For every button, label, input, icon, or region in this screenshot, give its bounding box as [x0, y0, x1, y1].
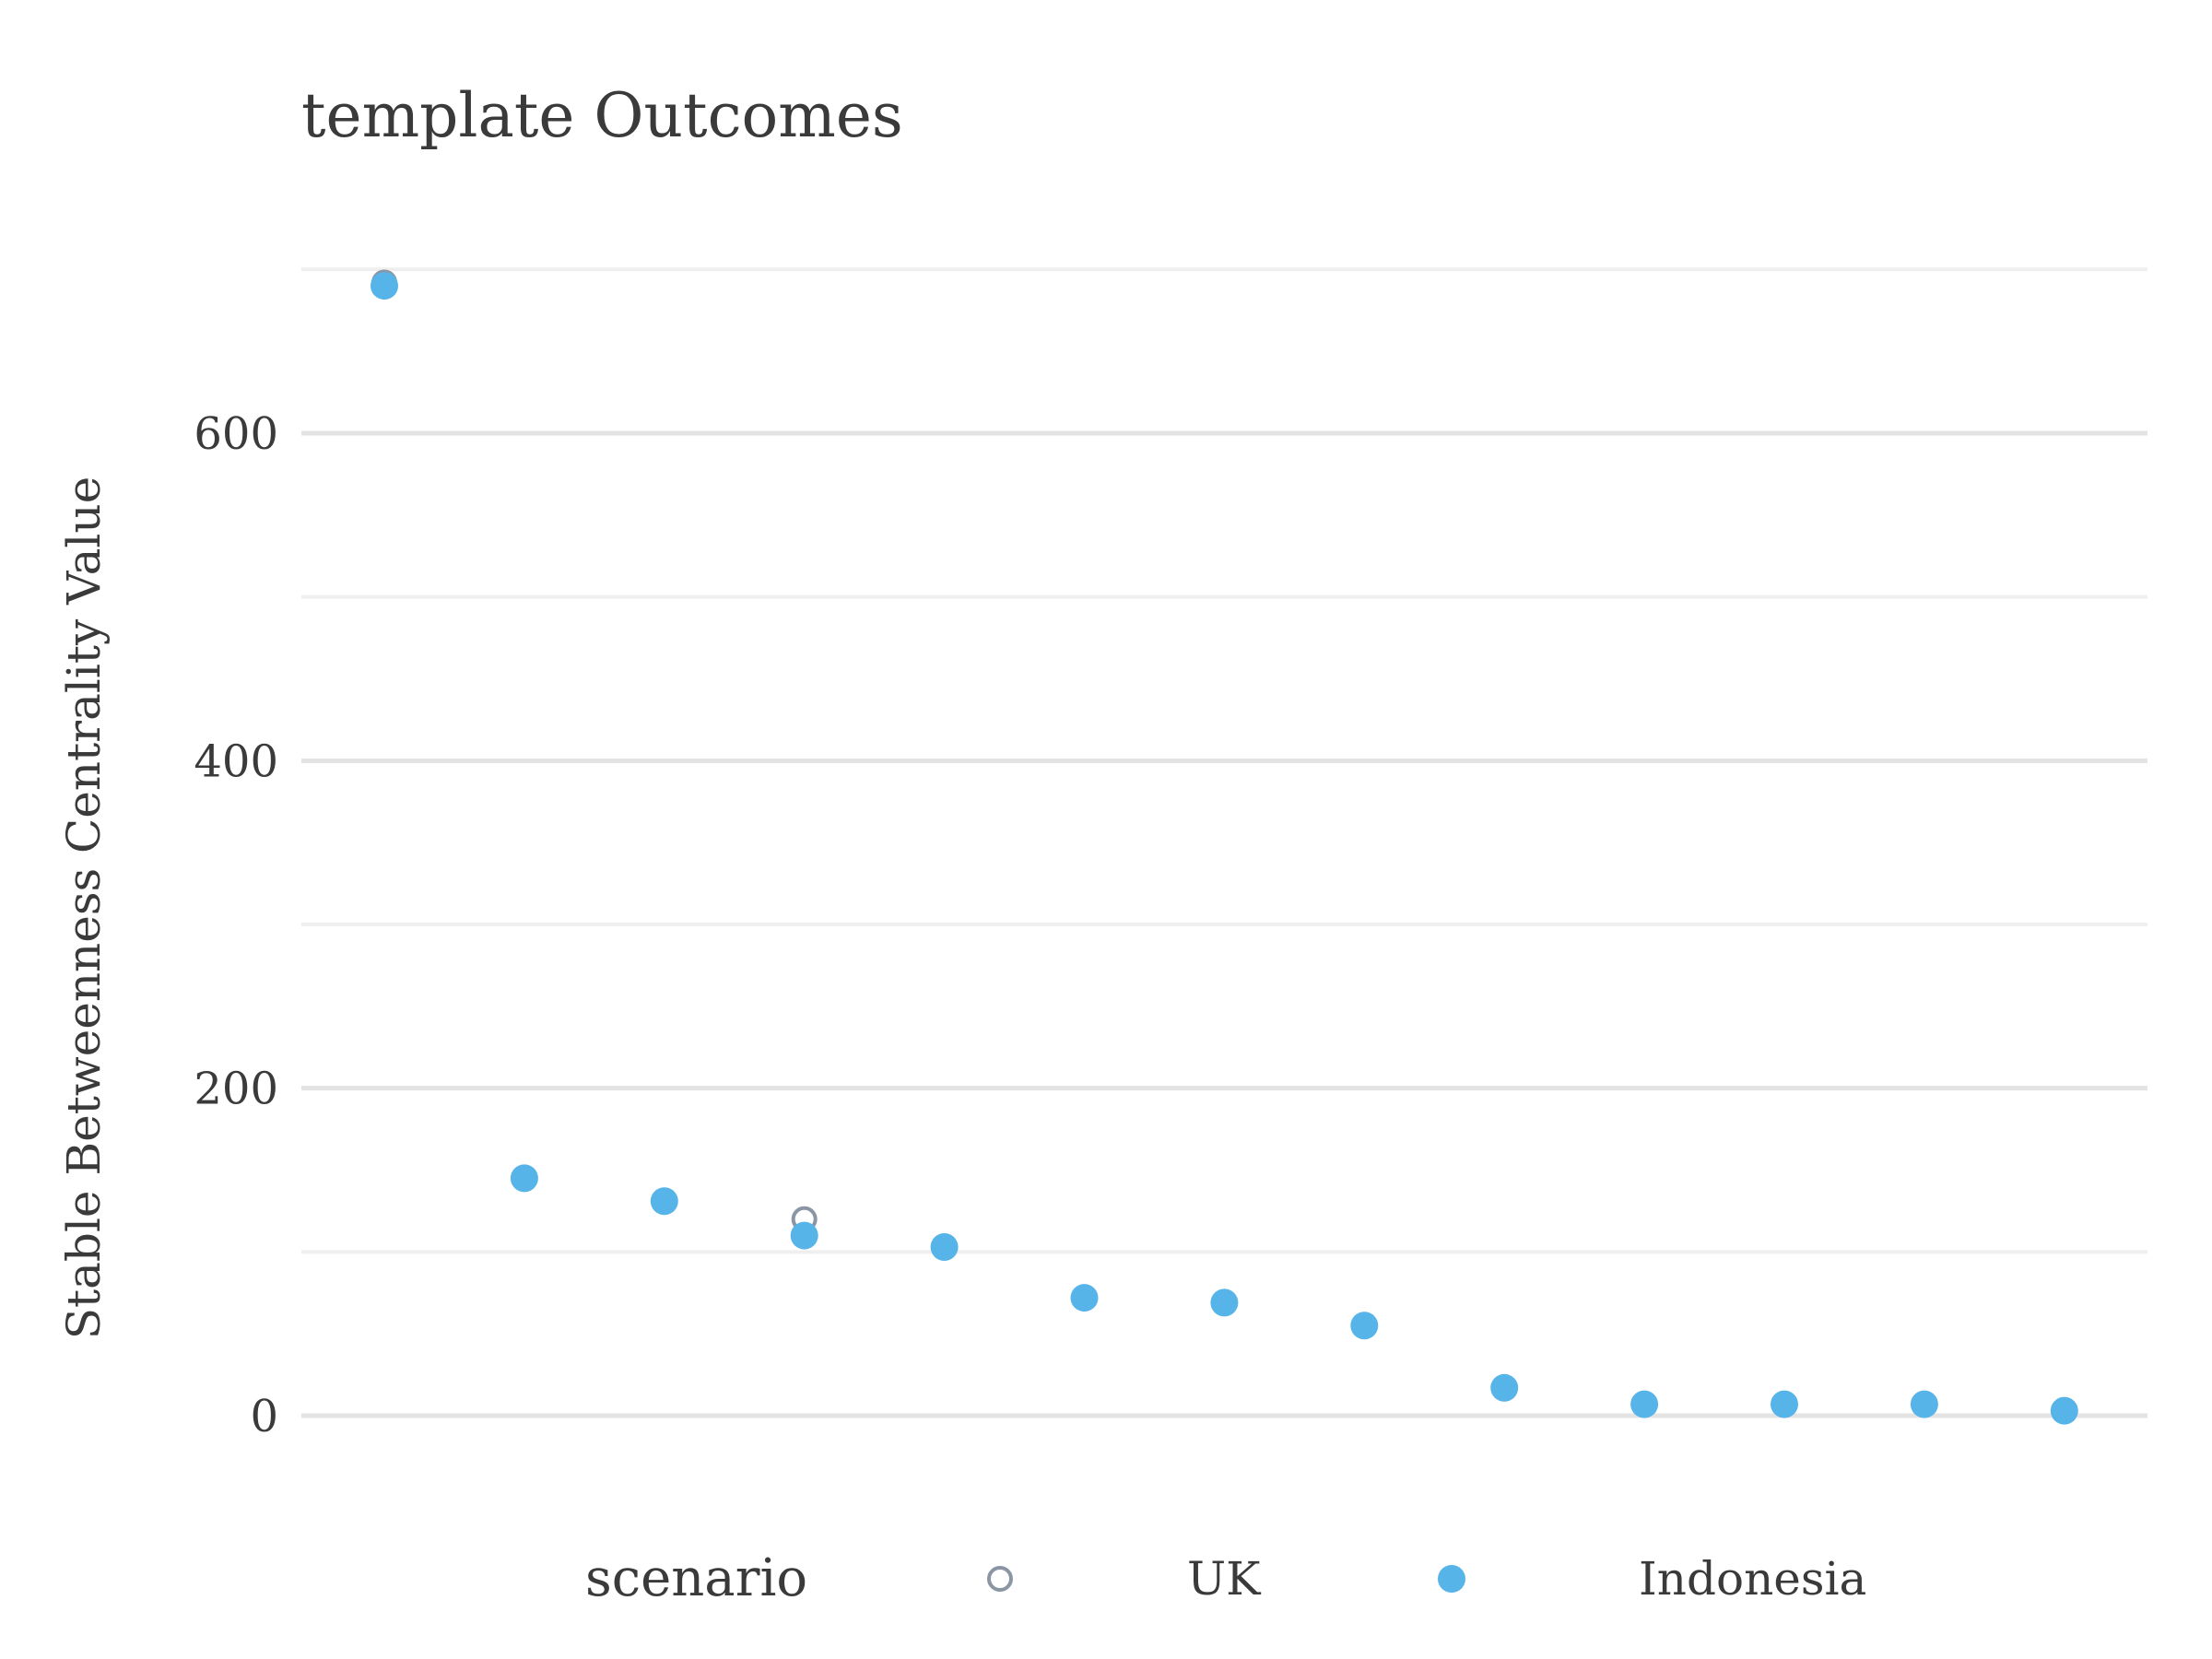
point-indonesia: [1210, 1288, 1239, 1317]
point-indonesia: [790, 1221, 818, 1250]
y-tick-label: 400: [194, 735, 278, 787]
data-points: [371, 269, 2078, 1425]
legend-title: scenario: [585, 1548, 807, 1608]
legend-label-indonesia: Indonesia: [1639, 1552, 1866, 1606]
point-indonesia: [1350, 1312, 1379, 1340]
point-indonesia: [1070, 1284, 1099, 1312]
chart-title: template Outcomes: [301, 80, 903, 151]
y-tick-label: 200: [194, 1064, 278, 1115]
point-indonesia: [510, 1164, 538, 1193]
point-indonesia: [1910, 1390, 1938, 1418]
point-indonesia: [1771, 1390, 1798, 1418]
gridlines: [301, 267, 2147, 1418]
point-indonesia: [371, 272, 398, 300]
point-indonesia: [2050, 1396, 2078, 1425]
legend-key-uk: [987, 1566, 1013, 1592]
y-tick-label: 0: [250, 1391, 278, 1442]
legend-key-indonesia: [1438, 1565, 1465, 1593]
y-tick-label: 600: [194, 408, 278, 460]
y-tick-labels: 0 200 400 600: [194, 408, 278, 1442]
point-indonesia: [650, 1187, 678, 1216]
point-indonesia: [1490, 1373, 1519, 1402]
legend-label-uk: UK: [1187, 1552, 1262, 1606]
legend: scenario UK Indonesia: [585, 1548, 1866, 1608]
point-indonesia: [1630, 1390, 1659, 1418]
point-indonesia: [930, 1232, 959, 1261]
y-axis-label: Stable Betweenness Centrality Value: [57, 477, 111, 1339]
